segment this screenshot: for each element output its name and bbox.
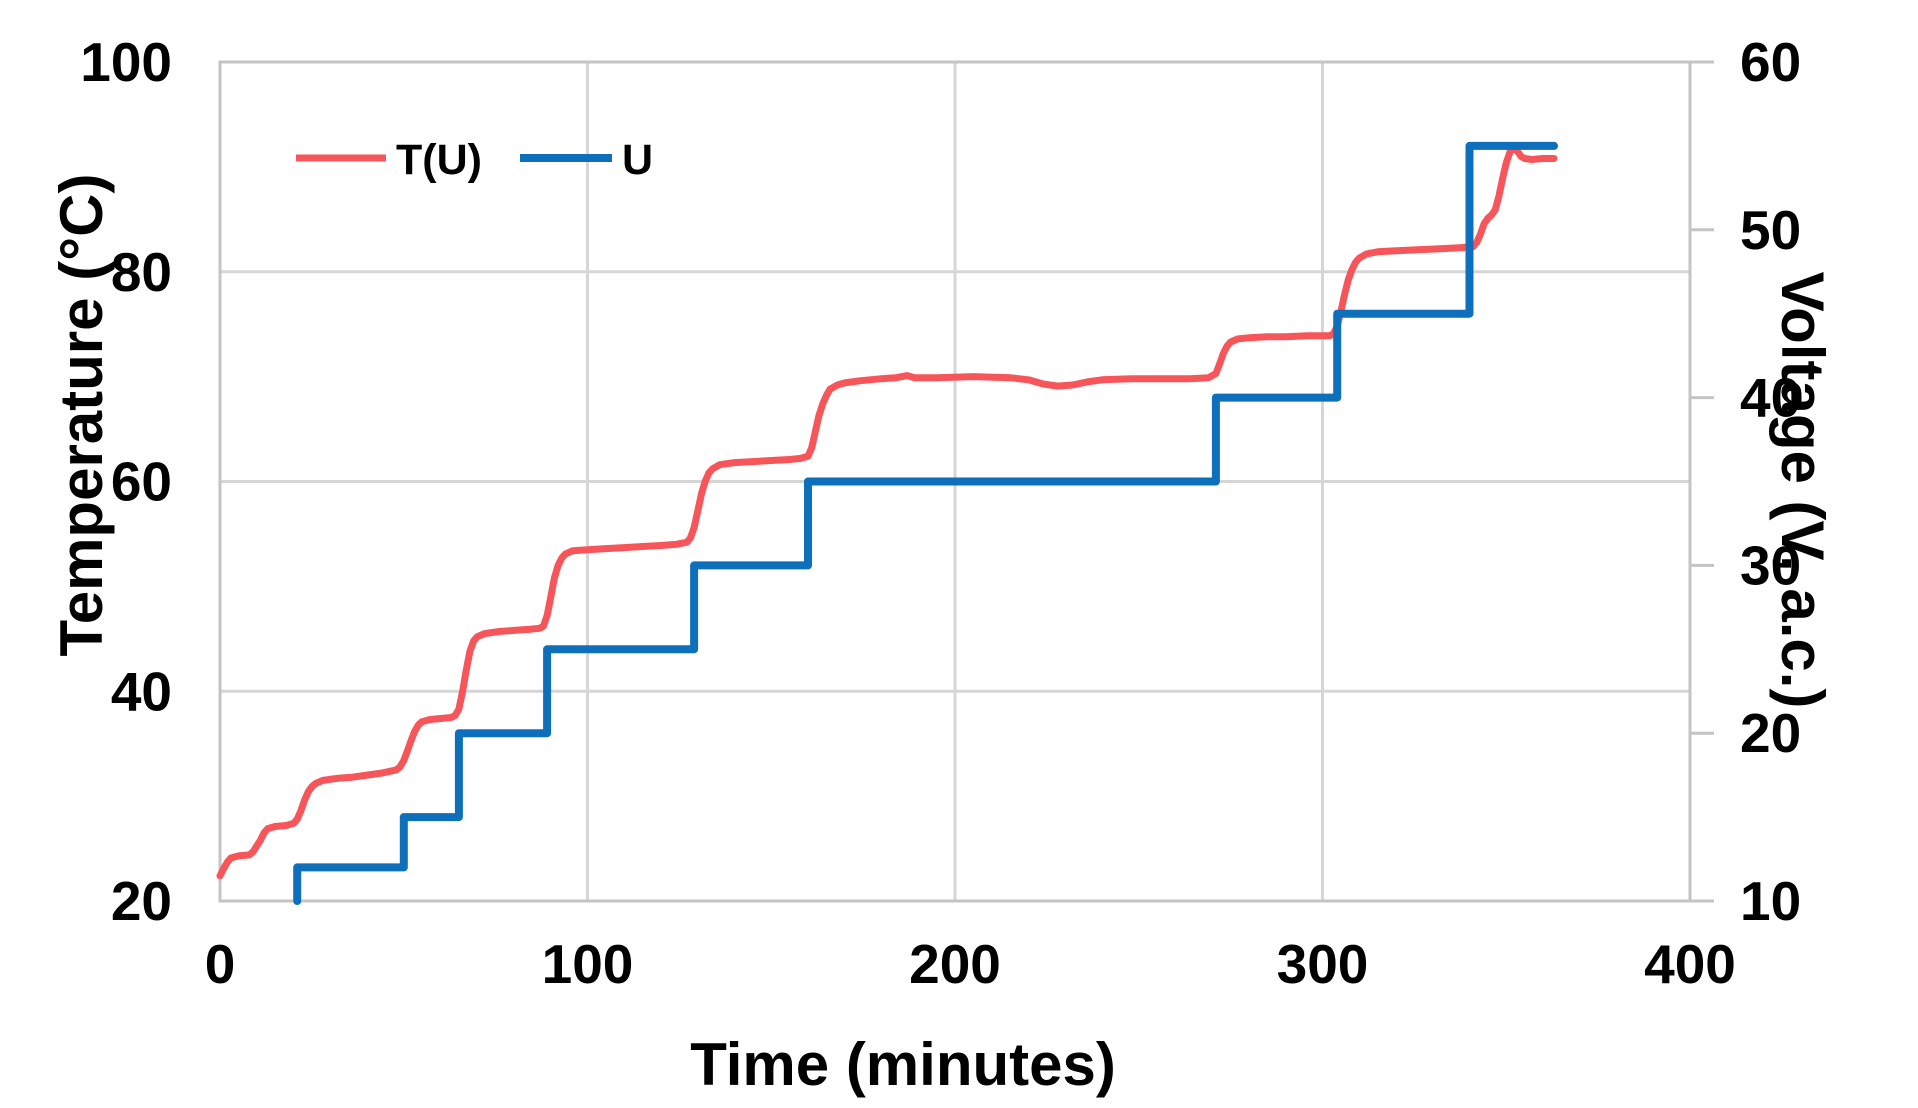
y-left-axis-title: Temperature (°C) [48, 174, 115, 657]
y-right-tick-label: 40 [1740, 367, 1801, 429]
x-tick-label: 200 [909, 933, 1001, 995]
series-lines [216, 141, 1558, 905]
legend-item: T(U) [296, 136, 482, 184]
y-right-tick-label: 20 [1740, 702, 1801, 764]
x-tick-label: 400 [1644, 933, 1736, 995]
x-axis-title: Time (minutes) [690, 1031, 1116, 1098]
tick-labels: 20 40 60 80 100 10 20 30 40 50 60 0 100 200 300 400 [80, 31, 1801, 995]
y-left-tick-label: 20 [111, 870, 172, 932]
y-right-tick-label: 10 [1740, 870, 1801, 932]
y-right-tick-label: 30 [1740, 534, 1801, 596]
plot-frame [218, 60, 1714, 903]
y-left-tick-label: 80 [111, 241, 172, 303]
y-left-tick-label: 60 [111, 451, 172, 513]
legend-label: T(U) [396, 136, 482, 184]
legend-item: U [520, 136, 653, 184]
plot-border [218, 60, 1692, 903]
y-left-tick-label: 40 [111, 660, 172, 722]
y-right-tick-label: 50 [1740, 199, 1801, 261]
legend: T(U) U [296, 136, 653, 184]
series-line-tu [216, 144, 1558, 880]
y-right-axis-title: Voltage (V, a.c.) [1769, 272, 1836, 709]
y-left-tick-label: 100 [80, 31, 172, 93]
legend-label: U [622, 136, 653, 184]
y-right-tick-label: 60 [1740, 31, 1801, 93]
x-tick-label: 100 [542, 933, 634, 995]
x-tick-label: 0 [205, 933, 236, 995]
x-tick-label: 300 [1277, 933, 1369, 995]
series-line-u [293, 141, 1558, 905]
